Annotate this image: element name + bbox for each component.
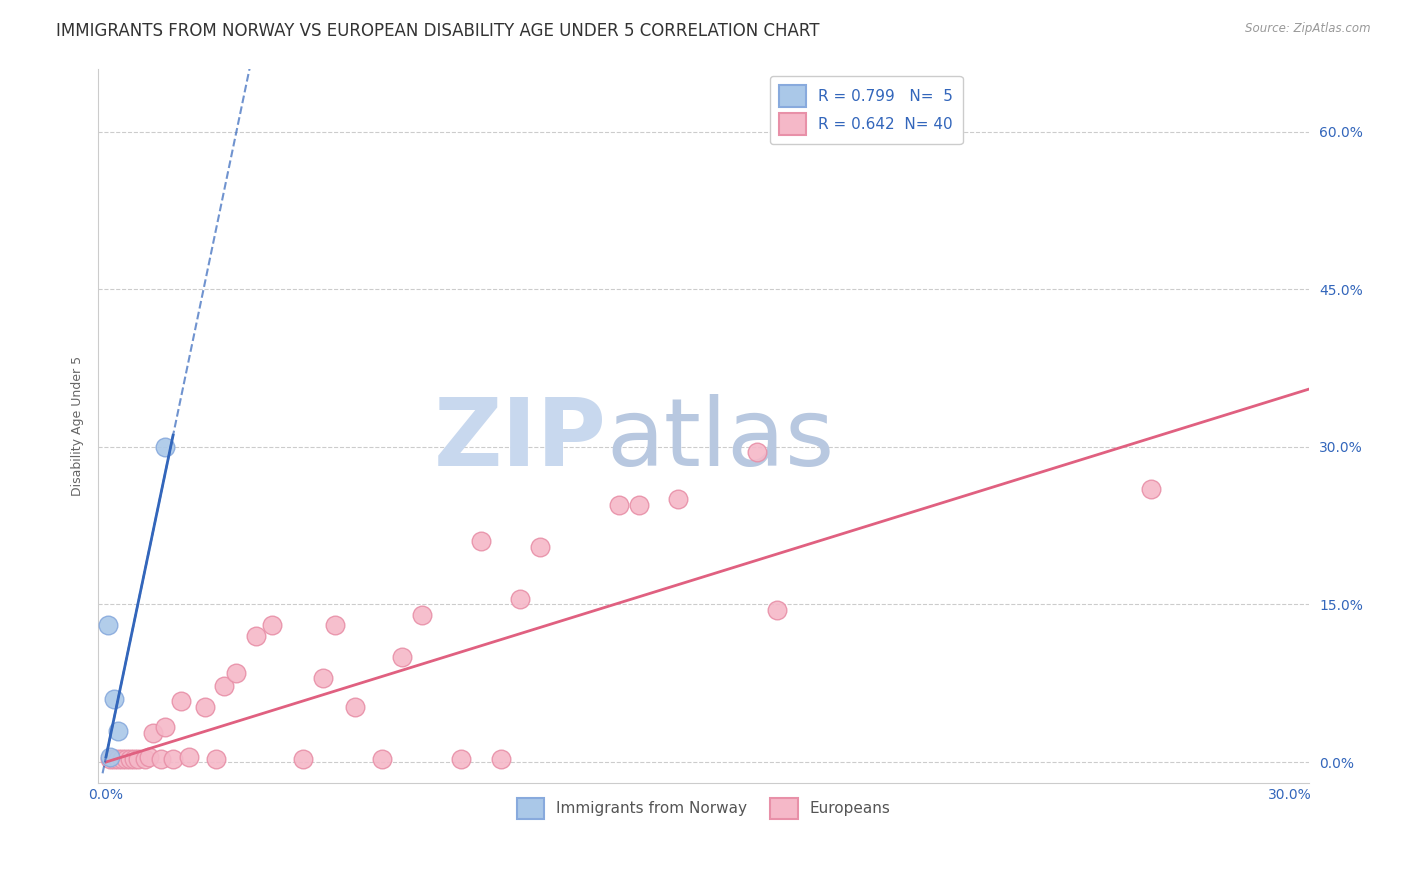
Point bbox=[205, 752, 228, 766]
Point bbox=[153, 720, 176, 734]
Point bbox=[292, 752, 315, 766]
Point bbox=[111, 752, 134, 766]
Point bbox=[470, 534, 492, 549]
Point bbox=[312, 671, 335, 685]
Point bbox=[391, 649, 413, 664]
Point bbox=[98, 752, 121, 766]
Legend: Immigrants from Norway, Europeans: Immigrants from Norway, Europeans bbox=[510, 791, 897, 825]
Y-axis label: Disability Age Under 5: Disability Age Under 5 bbox=[72, 356, 84, 496]
Point bbox=[103, 752, 125, 766]
Point bbox=[127, 752, 149, 766]
Point bbox=[138, 749, 160, 764]
Point bbox=[529, 540, 551, 554]
Point bbox=[103, 692, 125, 706]
Point bbox=[245, 629, 267, 643]
Point bbox=[371, 752, 394, 766]
Point bbox=[170, 694, 193, 708]
Point bbox=[343, 700, 366, 714]
Text: ZIP: ZIP bbox=[434, 394, 607, 486]
Point bbox=[666, 492, 689, 507]
Point bbox=[450, 752, 472, 766]
Point bbox=[765, 602, 787, 616]
Point bbox=[162, 752, 184, 766]
Point bbox=[1140, 482, 1163, 496]
Point bbox=[214, 679, 236, 693]
Point bbox=[98, 749, 121, 764]
Point bbox=[122, 752, 145, 766]
Point bbox=[118, 752, 141, 766]
Point bbox=[627, 498, 650, 512]
Point bbox=[489, 752, 512, 766]
Point bbox=[745, 445, 768, 459]
Point bbox=[177, 749, 200, 764]
Point bbox=[260, 618, 283, 632]
Point bbox=[323, 618, 346, 632]
Point bbox=[509, 592, 531, 607]
Point bbox=[150, 752, 173, 766]
Point bbox=[114, 752, 136, 766]
Point bbox=[142, 725, 165, 739]
Point bbox=[153, 440, 176, 454]
Point bbox=[97, 618, 120, 632]
Point bbox=[134, 752, 156, 766]
Text: IMMIGRANTS FROM NORWAY VS EUROPEAN DISABILITY AGE UNDER 5 CORRELATION CHART: IMMIGRANTS FROM NORWAY VS EUROPEAN DISAB… bbox=[56, 22, 820, 40]
Point bbox=[194, 700, 217, 714]
Point bbox=[107, 752, 129, 766]
Point bbox=[107, 723, 129, 738]
Point bbox=[411, 607, 433, 622]
Text: Source: ZipAtlas.com: Source: ZipAtlas.com bbox=[1246, 22, 1371, 36]
Point bbox=[607, 498, 630, 512]
Point bbox=[225, 665, 247, 680]
Text: atlas: atlas bbox=[607, 394, 835, 486]
